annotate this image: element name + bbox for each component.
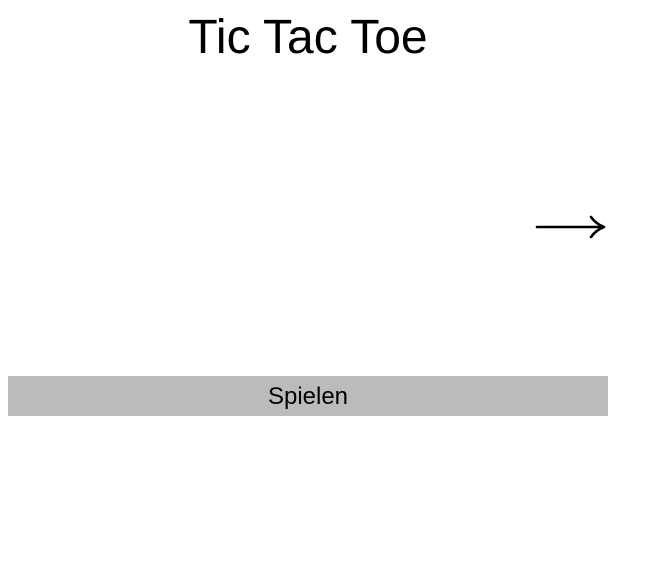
right-arrow-icon-graphic: [535, 215, 606, 239]
page-title: Tic Tac Toe: [188, 11, 428, 64]
right-arrow-icon[interactable]: [534, 198, 608, 256]
play-button[interactable]: Spielen: [8, 376, 608, 416]
